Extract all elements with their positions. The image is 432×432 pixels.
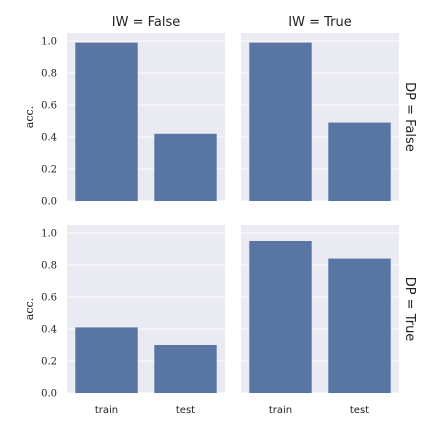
y-tick-label: 0.4 [41,325,57,336]
x-tick-label: train [95,405,118,416]
column-title: IW = True [288,15,351,30]
bar-test [328,122,391,201]
y-tick-label: 0.4 [41,133,57,144]
x-tick-label: train [269,405,292,416]
bar-train [249,42,312,201]
x-tick-label: test [176,405,195,416]
bar-train [75,42,138,201]
y-tick-label: 0.0 [41,389,57,400]
bar-test [154,133,217,201]
y-tick-label: 0.0 [41,197,57,208]
y-tick-label: 0.2 [41,357,57,368]
bar-test [328,258,391,393]
y-tick-label: 0.6 [41,293,57,304]
y-tick-label: 0.8 [41,261,57,272]
y-axis-label: acc. [23,106,36,128]
bar-train [75,327,138,393]
row-title: DP = False [402,82,417,152]
column-title: IW = False [112,15,180,30]
row-title: DP = True [402,277,417,342]
y-tick-label: 0.8 [41,69,57,80]
x-tick-label: test [350,405,369,416]
y-tick-label: 1.0 [41,229,57,240]
y-tick-label: 1.0 [41,37,57,48]
bar-test [154,345,217,393]
y-tick-label: 0.2 [41,165,57,176]
y-tick-label: 0.6 [41,101,57,112]
y-axis-label: acc. [23,298,36,320]
bar-train [249,241,312,393]
